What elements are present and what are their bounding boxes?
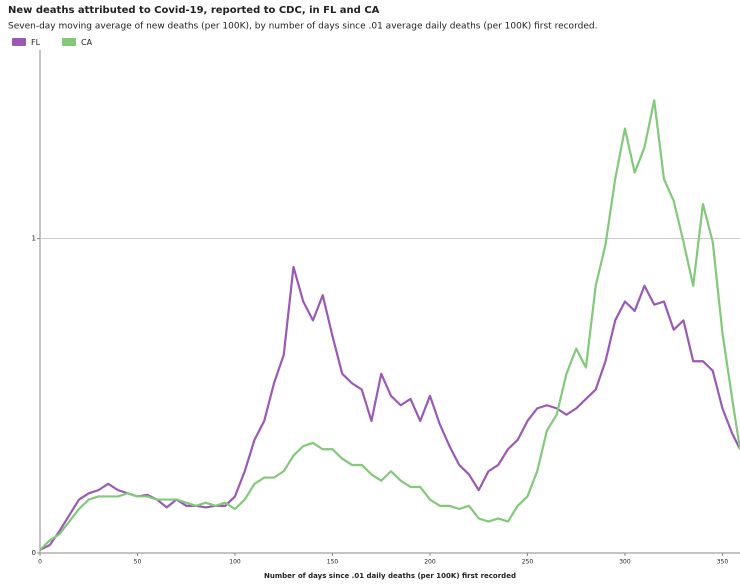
- x-axis-label: Number of days since .01 daily deaths (p…: [264, 572, 516, 580]
- legend-label: FL: [31, 38, 41, 47]
- chart-title: New deaths attributed to Covid-19, repor…: [8, 5, 380, 16]
- x-tick-label: 0: [38, 559, 42, 566]
- x-tick-label: 50: [134, 559, 142, 566]
- x-tick-label: 250: [522, 559, 534, 566]
- y-tick-label: 0: [32, 549, 36, 557]
- legend-swatch: [62, 38, 76, 46]
- line-series: [39, 265, 740, 551]
- legend-swatch: [12, 38, 26, 46]
- line-series: [39, 99, 740, 551]
- y-tick-label: 1: [32, 235, 36, 243]
- x-tick-label: 200: [424, 559, 436, 566]
- x-tick-label: 300: [619, 559, 631, 566]
- x-tick-label: 150: [327, 559, 339, 566]
- x-tick-label: 100: [229, 559, 241, 566]
- chart-subtitle: Seven-day moving average of new deaths (…: [8, 22, 597, 32]
- legend-label: CA: [81, 38, 93, 47]
- x-tick-label: 350: [717, 559, 729, 566]
